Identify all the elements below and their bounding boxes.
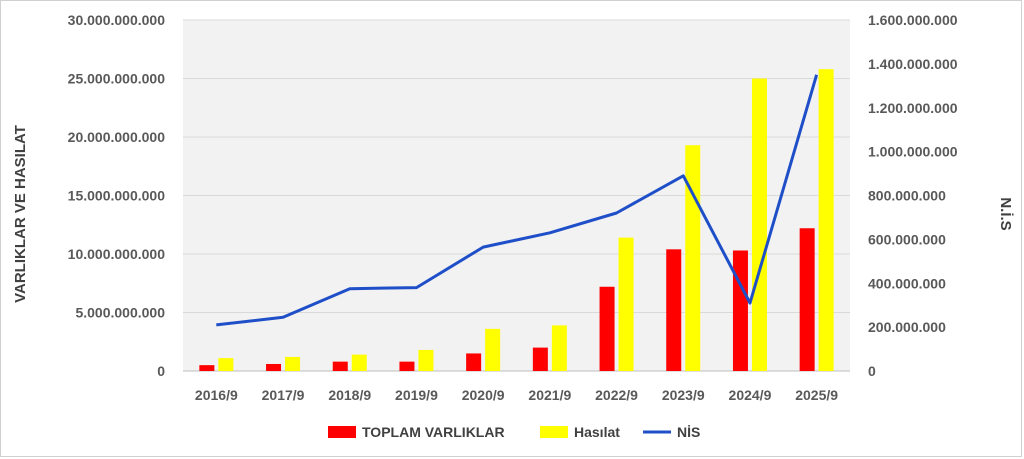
bar-hasilat (418, 349, 434, 371)
bar-toplam-varliklar (266, 363, 282, 371)
left-tick-label: 15.000.000.000 (68, 188, 166, 204)
legend-swatch-toplam-varliklar (328, 426, 356, 438)
right-tick-label: 1.600.000.000 (868, 12, 958, 28)
category-tick-label: 2021/9 (528, 387, 571, 403)
bar-hasilat (285, 356, 301, 371)
legend: TOPLAM VARLIKLAR Hasılat NİS (328, 424, 700, 440)
left-axis-ticks: 0 5.000.000.000 10.000.000.000 15.000.000.0… (68, 12, 166, 379)
right-axis-title: N.İ.S (997, 197, 1014, 230)
left-tick-label: 0 (157, 363, 165, 379)
right-tick-label: 400.000.000 (868, 275, 946, 291)
bar-hasilat (218, 358, 234, 371)
left-tick-label: 5.000.000.000 (75, 305, 165, 321)
bar-toplam-varliklar (332, 361, 348, 371)
bar-toplam-varliklar (399, 361, 415, 371)
bar-hasilat (485, 328, 501, 371)
bar-toplam-varliklar (199, 365, 215, 371)
right-tick-label: 0 (868, 363, 876, 379)
category-tick-label: 2019/9 (395, 387, 438, 403)
right-axis-ticks: 0 200.000.000 400.000.000 600.000.000 800.00… (868, 12, 958, 379)
right-tick-label: 1.400.000.000 (868, 56, 958, 72)
bar-hasilat (818, 69, 834, 371)
right-tick-label: 1.200.000.000 (868, 100, 958, 116)
right-tick-label: 800.000.000 (868, 188, 946, 204)
right-tick-label: 600.000.000 (868, 231, 946, 247)
legend-label-toplam-varliklar: TOPLAM VARLIKLAR (362, 424, 505, 440)
bar-toplam-varliklar (599, 286, 615, 371)
left-axis-title: VARLIKLAR VE HASILAT (12, 125, 29, 303)
bar-hasilat (351, 354, 367, 371)
category-tick-label: 2024/9 (729, 387, 772, 403)
left-tick-label: 25.000.000.000 (68, 71, 166, 87)
category-tick-label: 2016/9 (195, 387, 238, 403)
bar-hasilat (685, 145, 701, 371)
legend-label-nis: NİS (677, 424, 700, 440)
category-tick-label: 2020/9 (462, 387, 505, 403)
category-tick-label: 2025/9 (795, 387, 838, 403)
category-tick-label: 2018/9 (328, 387, 371, 403)
bar-toplam-varliklar (666, 249, 682, 371)
category-axis-ticks: 2016/9 2017/9 2018/9 2019/9 2020/9 2021/9 2022… (195, 387, 838, 403)
left-tick-label: 20.000.000.000 (68, 129, 166, 145)
right-tick-label: 200.000.000 (868, 319, 946, 335)
bar-series (199, 69, 834, 371)
bar-hasilat (618, 237, 634, 371)
right-tick-label: 1.000.000.000 (868, 144, 958, 160)
left-tick-label: 10.000.000.000 (68, 246, 166, 262)
bar-hasilat (751, 78, 767, 371)
left-tick-label: 30.000.000.000 (68, 12, 166, 28)
legend-label-hasilat: Hasılat (574, 424, 620, 440)
bar-toplam-varliklar (532, 347, 548, 371)
category-tick-label: 2017/9 (262, 387, 305, 403)
legend-swatch-hasilat (540, 426, 568, 438)
category-tick-label: 2022/9 (595, 387, 638, 403)
bar-toplam-varliklar (732, 250, 748, 371)
line-series (216, 74, 819, 327)
bar-toplam-varliklar (799, 228, 815, 371)
category-tick-label: 2023/9 (662, 387, 705, 403)
bar-hasilat (551, 325, 567, 371)
bar-toplam-varliklar (466, 353, 482, 371)
line-nis (216, 74, 819, 327)
